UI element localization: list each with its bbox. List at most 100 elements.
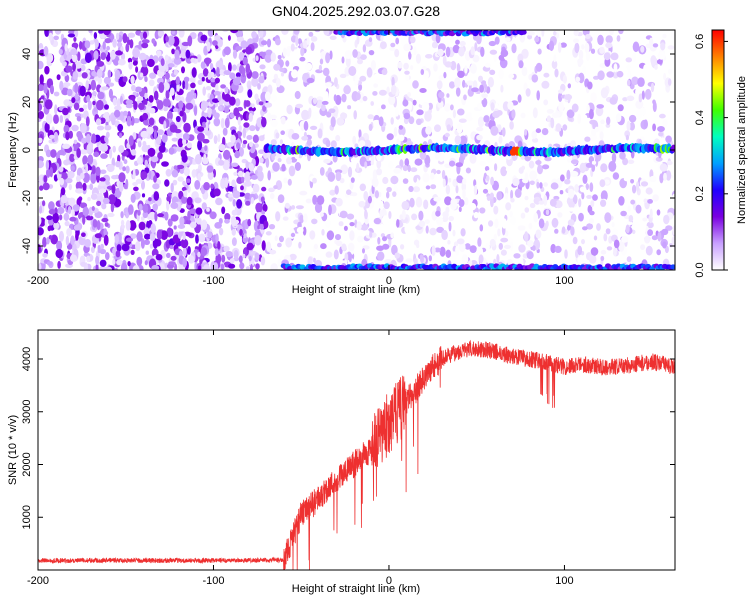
spectrogram-noise-cell	[162, 82, 170, 91]
spectrogram-noise-cell	[517, 225, 526, 231]
spectrogram-noise-cell	[149, 72, 157, 79]
spectrogram-noise-cell	[213, 91, 221, 96]
spectrogram-noise-cell	[415, 53, 421, 64]
spectrogram-noise-cell	[147, 58, 155, 68]
spectrogram-noise-cell	[86, 94, 91, 103]
spectrogram-noise-cell	[554, 200, 563, 209]
spectrogram-noise-cell	[524, 129, 528, 136]
spectrogram-noise-cell	[585, 162, 593, 168]
spectrogram-noise-cell	[344, 135, 349, 143]
spectrogram-noise-cell	[140, 238, 145, 249]
spectrogram-noise-cell	[242, 140, 248, 145]
spectrogram-noise-cell	[531, 74, 539, 83]
spectrogram-noise-cell	[194, 197, 202, 204]
spectrogram-noise-cell	[289, 253, 297, 261]
spectrogram-noise-cell	[512, 177, 520, 187]
spectrogram-noise-cell	[185, 102, 194, 110]
spectrogram-noise-cell	[215, 253, 222, 265]
spectrogram-noise-cell	[319, 167, 325, 176]
spectrogram-noise-cell	[279, 67, 285, 73]
spectrogram-noise-cell	[264, 91, 271, 102]
spectrogram-noise-cell	[617, 104, 624, 112]
spectrogram-noise-cell	[551, 217, 559, 228]
spectrogram-noise-cell	[420, 69, 425, 75]
spectrogram-noise-cell	[261, 240, 266, 251]
spectrogram-noise-cell	[224, 177, 229, 189]
spectrogram-noise-cell	[663, 172, 667, 181]
spectrogram-noise-cell	[167, 35, 175, 46]
spectrogram-noise-cell	[44, 217, 48, 228]
spectrogram-noise-cell	[622, 97, 628, 102]
spectrogram-noise-cell	[448, 221, 452, 232]
spectrogram-noise-cell	[315, 99, 324, 109]
spectrogram-noise-cell	[254, 235, 262, 246]
spectrogram-noise-cell	[453, 241, 459, 247]
spectrogram-noise-cell	[130, 75, 135, 85]
spectrogram-noise-cell	[476, 134, 483, 141]
spectrogram-noise-cell	[80, 149, 88, 155]
spectrogram-noise-cell	[142, 140, 147, 147]
spectrogram-noise-cell	[68, 183, 73, 191]
spectrogram-noise-cell	[532, 107, 538, 119]
spectrogram-noise-cell	[90, 173, 97, 184]
spectrogram-noise-cell	[585, 183, 589, 191]
spectrogram-noise-cell	[250, 197, 254, 204]
spectrogram-noise-cell	[127, 204, 134, 215]
spectrogram-noise-cell	[223, 46, 231, 56]
spectrogram-noise-cell	[81, 72, 88, 79]
spectrogram-noise-cell	[156, 50, 162, 57]
spectrogram-noise-cell	[251, 77, 259, 87]
spectrogram-edge-cell	[520, 30, 527, 35]
spectrogram-noise-cell	[458, 242, 466, 253]
spectrogram-noise-cell	[655, 156, 663, 162]
spectrogram-noise-cell	[75, 181, 83, 191]
spectrogram-noise-cell	[103, 234, 109, 246]
spectrogram-noise-cell	[583, 114, 588, 124]
spectrogram-noise-cell	[390, 232, 395, 239]
spectrogram-noise-cell	[67, 170, 75, 179]
spectrogram-noise-cell	[218, 227, 224, 236]
spectrogram-noise-cell	[629, 122, 635, 131]
spectrogram-noise-cell	[543, 194, 548, 206]
spectrogram-noise-cell	[201, 76, 205, 82]
spectrogram-noise-cell	[397, 61, 403, 69]
spectrogram-noise-cell	[498, 242, 503, 250]
spectrogram-noise-cell	[332, 105, 339, 117]
spectrogram-noise-cell	[147, 106, 152, 114]
spectrogram-noise-cell	[84, 52, 92, 64]
spectrogram-noise-cell	[99, 248, 107, 255]
spectrogram-noise-cell	[632, 184, 637, 194]
spectrogram-noise-cell	[115, 160, 121, 168]
spectrogram-noise-cell	[627, 159, 635, 164]
spectrogram-noise-cell	[244, 180, 252, 187]
spectrogram-noise-cell	[61, 87, 69, 96]
spectrogram-noise-cell	[459, 40, 466, 47]
spectrogram-noise-cell	[63, 99, 71, 107]
spectrogram-noise-cell	[171, 137, 178, 142]
spectrogram-noise-cell	[102, 197, 110, 205]
spectrogram-noise-cell	[291, 205, 296, 210]
spectrogram-noise-cell	[514, 188, 522, 198]
spectrogram-noise-cell	[483, 115, 490, 123]
spectrogram-noise-cell	[148, 79, 155, 87]
spectrogram-noise-cell	[166, 195, 171, 202]
spectrogram-noise-cell	[79, 85, 86, 97]
spectrogram-noise-cell	[294, 162, 301, 171]
spectrogram-noise-cell	[141, 193, 146, 198]
spectrogram-noise-cell	[390, 175, 399, 185]
spectrogram-noise-cell	[132, 60, 138, 66]
spectrogram-noise-cell	[190, 57, 196, 63]
spectrogram-noise-cell	[47, 225, 52, 232]
spectrogram-noise-cell	[128, 220, 137, 231]
colorbar-tick-label: 0.6	[694, 34, 706, 49]
spectrogram-noise-cell	[619, 151, 626, 160]
spectrogram-noise-cell	[371, 177, 379, 188]
spectrogram-y-tick-label: -20	[21, 190, 33, 206]
spectrogram-noise-cell	[605, 35, 613, 44]
spectrogram-noise-cell	[255, 202, 263, 213]
spectrogram-noise-cell	[305, 62, 313, 71]
spectrogram-noise-cell	[127, 32, 136, 38]
spectrogram-noise-cell	[325, 251, 333, 258]
spectrogram-noise-cell	[122, 110, 129, 116]
spectrogram-noise-cell	[154, 211, 158, 222]
